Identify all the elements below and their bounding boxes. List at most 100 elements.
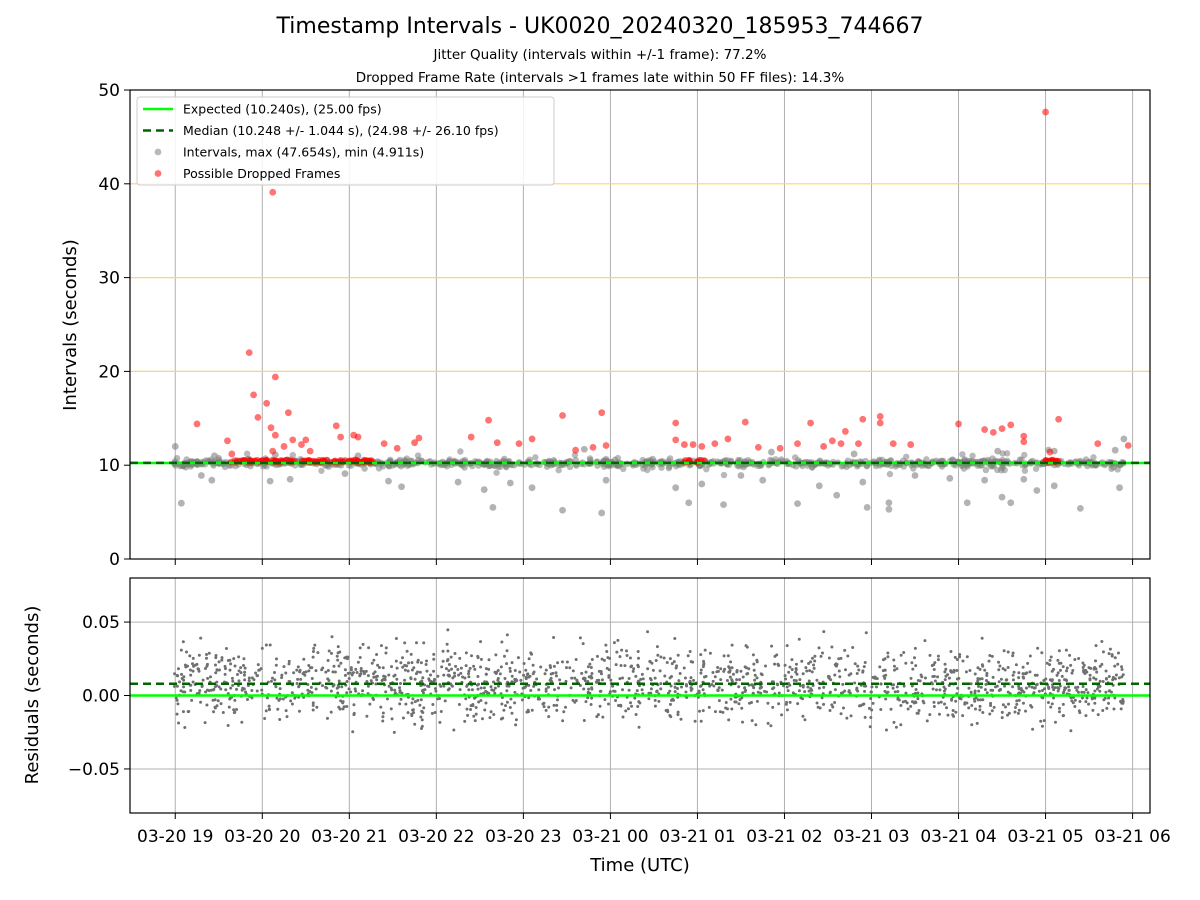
residual-point: [479, 665, 483, 669]
residual-point: [843, 668, 847, 672]
residual-point: [473, 719, 477, 723]
residual-point: [965, 655, 969, 659]
residual-point: [790, 658, 794, 662]
residual-point: [855, 671, 859, 675]
residual-point: [752, 668, 756, 672]
residual-point: [916, 711, 920, 715]
residual-point: [879, 682, 883, 686]
residual-point: [341, 700, 345, 704]
residual-point: [818, 706, 822, 710]
residual-point: [420, 709, 424, 713]
residual-point: [525, 672, 529, 676]
residual-point: [678, 671, 682, 675]
residual-point: [377, 665, 381, 669]
residual-point: [327, 649, 331, 653]
residual-point: [1061, 713, 1065, 717]
residual-point: [350, 673, 354, 677]
residual-point: [668, 676, 672, 680]
dropped-frame-point: [280, 443, 288, 450]
residual-point: [179, 648, 183, 652]
residual-point: [358, 655, 362, 659]
residual-point: [794, 662, 798, 666]
residual-point: [958, 696, 962, 700]
residual-point: [1035, 673, 1039, 677]
residual-point: [311, 703, 315, 707]
residual-point: [406, 711, 410, 715]
interval-point: [177, 499, 185, 507]
residual-point: [928, 653, 932, 657]
residual-point: [755, 676, 759, 680]
interval-point: [580, 445, 588, 453]
residual-point: [717, 699, 721, 703]
residual-point: [578, 636, 582, 640]
residual-point: [416, 670, 420, 674]
residual-point: [549, 676, 553, 680]
residual-point: [311, 708, 315, 712]
residual-point: [214, 671, 218, 675]
residual-point: [752, 662, 756, 666]
residual-point: [730, 666, 734, 670]
dropped-frame-point: [1055, 415, 1063, 423]
residual-point: [1114, 673, 1118, 677]
residual-point: [785, 708, 789, 712]
residual-point: [539, 665, 543, 669]
residual-point: [955, 669, 959, 673]
interval-point: [266, 477, 274, 485]
residual-point: [220, 656, 224, 660]
residual-point: [242, 673, 246, 677]
residual-point: [979, 698, 983, 702]
residual-point: [1084, 714, 1088, 718]
residual-point: [336, 658, 340, 662]
residual-point: [201, 678, 205, 682]
residual-point: [439, 710, 443, 714]
interval-point: [286, 475, 294, 483]
residual-point: [505, 662, 509, 666]
residual-point: [952, 714, 956, 718]
residual-point: [375, 678, 379, 682]
residual-point: [648, 659, 652, 663]
residual-point: [267, 707, 271, 711]
residual-point: [619, 664, 623, 668]
residual-point: [657, 699, 661, 703]
residual-point: [387, 673, 391, 677]
residual-point: [310, 676, 314, 680]
residual-point: [447, 663, 451, 667]
residual-point: [316, 651, 320, 655]
legend-label: Possible Dropped Frames: [183, 166, 340, 181]
residual-point: [458, 656, 462, 660]
dropped-frame-point: [981, 426, 989, 433]
residual-point: [676, 686, 680, 690]
residual-point: [763, 664, 767, 668]
dropped-frame-point: [224, 437, 231, 445]
interval-point: [398, 483, 405, 491]
residual-point: [878, 665, 882, 669]
residual-point: [624, 709, 628, 713]
residual-point: [653, 676, 657, 680]
residual-point: [433, 677, 437, 681]
residual-point: [1032, 686, 1036, 690]
residual-point: [754, 723, 758, 727]
residual-point: [484, 689, 488, 693]
residual-point: [527, 683, 531, 687]
residual-point: [376, 663, 380, 667]
residual-point: [446, 628, 450, 632]
residual-point: [810, 670, 814, 674]
residual-point: [276, 707, 280, 711]
residual-point: [197, 653, 201, 657]
x-tick-label: 03-21 05: [1007, 827, 1083, 847]
residual-point: [368, 702, 372, 706]
residual-point: [743, 665, 747, 669]
residual-point: [445, 642, 449, 646]
residual-point: [822, 685, 826, 689]
residual-point: [659, 687, 663, 691]
residual-point: [783, 663, 787, 667]
residual-point: [928, 713, 932, 717]
residual-point: [231, 679, 235, 683]
residual-point: [241, 664, 245, 668]
residual-point: [991, 675, 995, 679]
residual-point: [784, 702, 788, 706]
interval-point: [341, 470, 349, 478]
residual-point: [311, 701, 315, 705]
residual-point: [599, 670, 603, 674]
residual-point: [1003, 668, 1007, 672]
